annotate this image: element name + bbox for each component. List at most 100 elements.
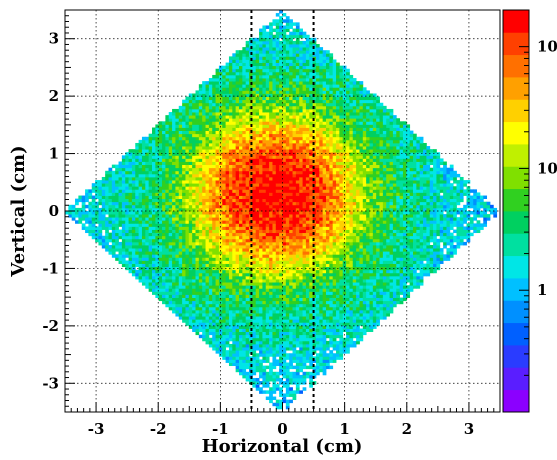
heatmap-cell [152,180,156,184]
heatmap-cell [292,263,297,268]
heatmap-cell [205,133,210,138]
heatmap-cell [168,220,173,224]
heatmap-cell [225,121,230,125]
heatmap-cell [155,229,160,234]
heatmap-cell [105,245,109,249]
heatmap-cell [252,99,257,104]
heatmap-cell [295,65,300,70]
heatmap-cell [172,121,176,125]
heatmap-cell [235,251,240,255]
heatmap-cell [188,183,193,187]
heatmap-cell [101,189,106,193]
heatmap-cell [279,288,283,292]
heatmap-cell [232,176,237,181]
heatmap-cell [162,260,166,264]
heatmap-cell [135,248,140,252]
heatmap-cell [202,158,206,162]
heatmap-cell [185,115,190,119]
heatmap-cell [235,353,240,357]
heatmap-cell [228,356,233,360]
heatmap-cell [282,254,287,258]
heatmap-cell [249,121,253,125]
heatmap-cell [265,180,270,184]
heatmap-cell [262,347,267,351]
heatmap-cell [205,269,210,274]
heatmap-cell [212,130,216,135]
heatmap-cell [225,279,230,283]
heatmap-cell [235,297,240,302]
heatmap-cell [262,223,267,227]
heatmap-cell [228,288,233,292]
heatmap-cell [135,198,140,203]
heatmap-cell [292,96,297,101]
heatmap-cell [98,232,103,237]
heatmap-cell [262,207,267,212]
heatmap-cell [192,248,196,252]
heatmap-cell [95,189,99,193]
heatmap-cell [228,149,233,153]
heatmap-cell [269,108,273,113]
heatmap-cell [279,71,283,76]
heatmap-cell [208,167,213,172]
heatmap-cell [279,65,283,70]
heatmap-cell [259,257,263,261]
heatmap-cell [265,149,270,153]
heatmap-cell [239,356,243,360]
heatmap-cell [259,149,263,153]
heatmap-cell [275,186,280,190]
heatmap-cell [162,288,166,292]
heatmap-cell [155,226,160,230]
heatmap-cell [185,214,190,218]
heatmap-cell [192,235,196,240]
heatmap-cell [262,50,267,54]
heatmap-cell [265,65,270,70]
heatmap-cell [245,232,250,237]
heatmap-cell [222,133,227,138]
heatmap-cell [192,322,196,326]
heatmap-cell [299,235,303,240]
heatmap-cell [212,96,216,101]
heatmap-cell [279,207,283,212]
heatmap-cell [235,180,240,184]
heatmap-cell [245,220,250,224]
heatmap-cell [269,105,273,110]
heatmap-cell [265,62,270,67]
heatmap-cell [202,192,206,196]
heatmap-cell [262,84,267,88]
heatmap-cell [272,142,277,147]
heatmap-cell [295,90,300,94]
heatmap-cell [205,282,210,286]
heatmap-cell [215,300,220,305]
heatmap-cell [125,167,129,172]
heatmap-cell [272,167,277,172]
heatmap-cell [222,118,227,122]
heatmap-cell [182,229,186,234]
heatmap-cell [242,161,247,166]
heatmap-cell [269,50,273,54]
heatmap-cell [262,164,267,169]
heatmap-cell [239,214,243,218]
heatmap-cell [182,167,186,172]
heatmap-cell [285,84,290,88]
heatmap-cell [252,146,257,150]
heatmap-cell [98,223,103,227]
heatmap-cell [279,96,283,101]
heatmap-cell [299,96,303,101]
heatmap-cell [302,170,307,175]
heatmap-cell [222,155,227,159]
heatmap-cell [225,78,230,82]
heatmap-cell [275,56,280,60]
heatmap-cell [208,229,213,234]
heatmap-cell [135,161,140,166]
heatmap-cell [232,183,237,187]
heatmap-cell [185,173,190,178]
heatmap-cell [175,136,180,141]
heatmap-cell [259,65,263,70]
heatmap-cell [272,316,277,320]
heatmap-cell [285,217,290,221]
heatmap-cell [215,136,220,141]
heatmap-cell [165,229,170,234]
heatmap-cell [212,78,216,82]
heatmap-cell [208,158,213,162]
heatmap-cell [172,192,176,196]
